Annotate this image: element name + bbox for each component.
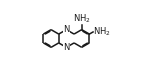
- Text: NH$_2$: NH$_2$: [73, 13, 90, 25]
- Text: NH$_2$: NH$_2$: [93, 26, 111, 38]
- Text: N: N: [63, 43, 70, 52]
- Text: N: N: [63, 25, 70, 34]
